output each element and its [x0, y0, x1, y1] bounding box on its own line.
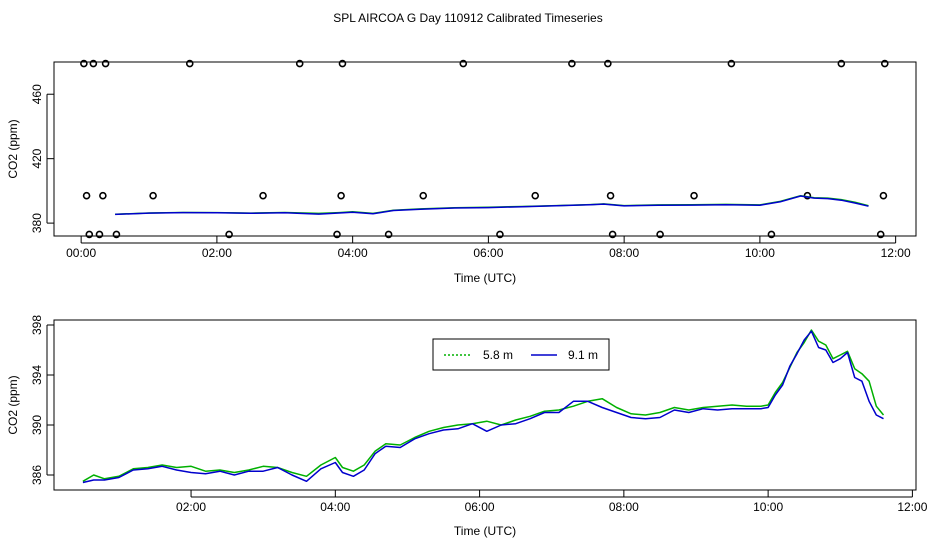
y-tick-label: 460 [30, 84, 44, 104]
flask-point [876, 230, 885, 239]
bottom-plot-frame [53, 319, 917, 491]
series-line-2 [82, 330, 884, 484]
flask-point [95, 230, 104, 239]
top-panel: 00:00 02:00 04:00 06:00 08:00 10:00 12:00 380 4… [6, 59, 917, 285]
bottom-panel: 02:00 04:00 06:00 08:00 10:00 12:00 386 390 394… [6, 315, 928, 538]
series-line-1 [82, 329, 885, 482]
bottom-series-lines [82, 329, 885, 484]
flask-point [690, 191, 698, 200]
flask-point [879, 191, 888, 200]
flask-point [82, 191, 91, 200]
legend-label-5-8m: 5.8 m [483, 348, 513, 362]
x-tick-label: 10:00 [753, 500, 783, 514]
flask-point [225, 230, 233, 239]
bottom-x-axis-label: Time (UTC) [454, 524, 516, 538]
x-tick-label: 04:00 [320, 500, 350, 514]
top-plot-frame [53, 61, 917, 237]
flask-point [767, 230, 776, 239]
bottom-y-axis: 386 390 394 398 [30, 315, 54, 485]
bottom-y-axis-label: CO2 (ppm) [6, 375, 20, 434]
top-x-axis-label: Time (UTC) [454, 271, 516, 285]
x-tick-label: 06:00 [465, 500, 495, 514]
y-tick-label: 394 [30, 365, 44, 385]
x-tick-label: 12:00 [881, 246, 911, 260]
flask-point [338, 59, 347, 68]
bottom-x-axis: 02:00 04:00 06:00 08:00 10:00 12:00 [176, 490, 928, 514]
x-tick-label: 02:00 [176, 500, 206, 514]
flask-point [259, 191, 267, 200]
flask-point [101, 59, 110, 68]
flask-point [99, 191, 107, 200]
flask-point [727, 59, 736, 68]
y-tick-label: 398 [30, 315, 44, 335]
top-y-axis: 380 420 460 [30, 84, 54, 233]
flask-point [337, 191, 345, 200]
flask-point [149, 191, 157, 200]
flask-point [333, 230, 341, 239]
flask-point [568, 59, 576, 68]
x-tick-label: 02:00 [202, 246, 232, 260]
flask-point [837, 59, 846, 68]
flask-point [496, 230, 504, 239]
top-y-axis-label: CO2 (ppm) [6, 119, 20, 178]
flask-point [89, 59, 98, 68]
legend-box [432, 338, 610, 371]
flask-point [295, 59, 304, 68]
legend: 5.8 m 9.1 m [432, 338, 610, 371]
flask-point [112, 230, 121, 239]
flask-point [531, 191, 540, 200]
flask-point [419, 191, 428, 200]
y-tick-label: 386 [30, 465, 44, 485]
top-flask-points [80, 59, 889, 239]
x-tick-label: 00:00 [66, 246, 96, 260]
x-tick-label: 08:00 [609, 500, 639, 514]
y-tick-label: 390 [30, 415, 44, 435]
y-tick-label: 380 [30, 213, 44, 233]
legend-label-9-1m: 9.1 m [568, 348, 598, 362]
series-line-2 [115, 195, 869, 216]
chart-title: SPL AIRCOA G Day 110912 Calibrated Times… [333, 11, 602, 25]
top-series-lines [115, 194, 869, 216]
flask-point [608, 230, 617, 239]
flask-point [880, 59, 889, 68]
flask-point [80, 59, 88, 68]
flask-point [459, 59, 468, 68]
top-x-axis: 00:00 02:00 04:00 06:00 08:00 10:00 12:00 [66, 236, 911, 260]
x-tick-label: 08:00 [609, 246, 639, 260]
flask-point [185, 59, 194, 68]
x-tick-label: 06:00 [473, 246, 503, 260]
x-tick-label: 10:00 [745, 246, 775, 260]
flask-point [384, 230, 393, 239]
x-tick-label: 12:00 [897, 500, 927, 514]
flask-point [85, 230, 94, 239]
y-tick-label: 420 [30, 148, 44, 168]
flask-point [606, 191, 615, 200]
flask-point [604, 59, 612, 68]
x-tick-label: 04:00 [338, 246, 368, 260]
flask-point [656, 230, 664, 239]
